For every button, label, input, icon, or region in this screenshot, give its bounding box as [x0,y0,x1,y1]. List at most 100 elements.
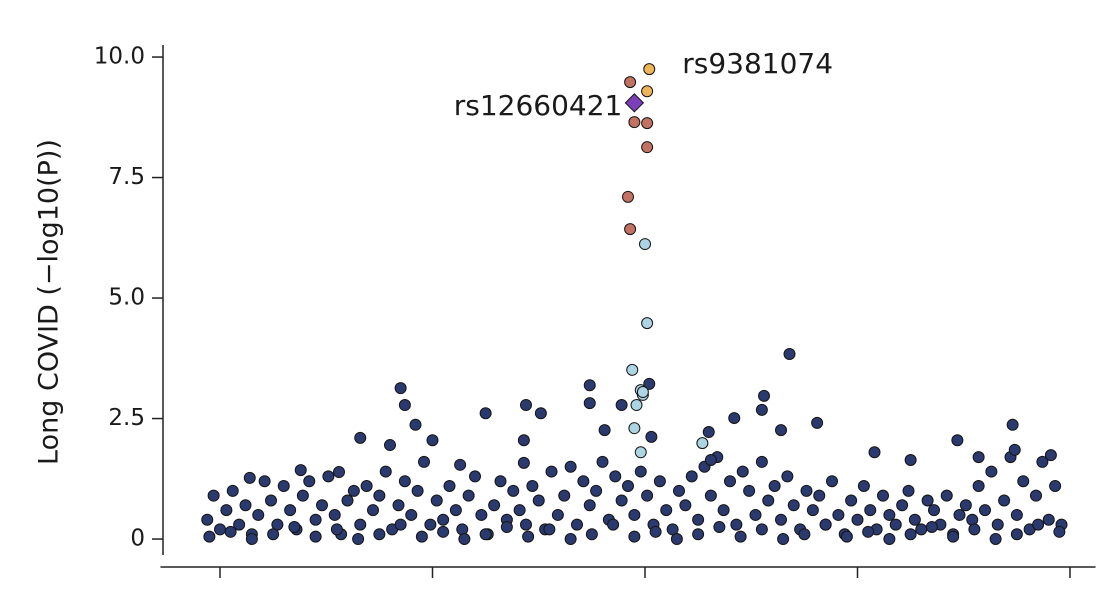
data-point [564,533,577,546]
data-point [328,508,341,521]
data-point [398,399,411,412]
data-point [609,470,622,483]
data-point [583,379,596,392]
data-point [1036,455,1049,468]
data-point [928,504,940,517]
data-point [868,446,881,459]
data-point [857,480,870,493]
data-point [851,513,864,526]
data-point [904,453,917,466]
data-point [864,504,877,517]
data-point [755,455,768,468]
data-point [813,489,826,502]
y-tick-label: 2.5 [108,405,145,431]
data-point [634,446,647,459]
data-point [517,434,530,447]
data-point [1006,418,1019,431]
data-point [639,238,651,251]
data-point [1053,525,1066,538]
data-point [409,418,422,431]
data-point [415,530,428,543]
data-point [590,484,603,497]
data-point [494,475,507,488]
data-point [411,484,424,497]
data-point [373,489,386,502]
data-point [634,465,647,478]
data-point [777,533,790,546]
data-point [360,480,373,493]
data-point [437,525,450,538]
data-point [636,386,649,399]
data-point [811,416,824,429]
data-point [571,518,583,531]
data-point [430,494,443,507]
data-point [940,489,953,502]
data-point [953,508,966,521]
data-point [762,494,775,507]
data-point [704,489,717,502]
data-point [998,494,1011,507]
data-point [288,520,301,533]
data-point [267,528,280,541]
data-point [787,499,800,512]
data-point [643,63,656,76]
data-point [265,494,277,507]
data-point [475,508,488,521]
data-point [458,533,471,546]
data-point [394,382,407,395]
data-point [862,525,875,538]
data-point [309,530,322,543]
data-point [551,508,564,521]
data-point [443,480,456,493]
data-point [449,504,462,517]
data-point [806,504,819,517]
data-point [488,499,501,512]
data-point [915,523,928,536]
data-point [367,504,379,517]
data-point [583,397,596,410]
data-point [405,508,418,521]
data-point [645,430,658,443]
data-point [585,528,598,541]
data-point [1044,449,1057,462]
data-point [1032,518,1045,531]
data-point [500,520,513,533]
data-point [384,439,396,452]
data-point [252,508,265,521]
data-point [543,523,556,536]
data-point [840,530,853,543]
data-point [883,533,896,546]
data-point [352,533,365,546]
data-point [966,513,979,526]
data-point [643,377,656,390]
data-point [207,489,220,502]
data-point [972,480,985,493]
data-point [832,508,845,521]
data-point [628,422,641,435]
data-point [660,504,673,517]
data-point [1049,480,1062,493]
y-axis-title: Long COVID (−log10(P)) [34,139,65,465]
data-point [373,528,386,541]
data-point [758,389,770,402]
data-point [713,520,726,533]
data-point [1010,528,1023,541]
data-point [330,523,343,536]
y-tick-label: 0 [130,526,145,552]
data-point [203,530,216,543]
data-point [959,499,972,512]
data-point [296,489,309,502]
data-point [641,489,654,502]
data-point [201,513,214,526]
data-point [696,437,709,450]
y-tick-label: 7.5 [108,164,145,190]
data-point [1008,443,1021,456]
data-point [673,484,685,497]
data-point [622,480,634,493]
data-point [728,412,741,425]
data-point [628,116,641,129]
data-point [775,424,787,437]
lead-variant-point [624,93,645,113]
data-point [214,523,226,536]
data-point [991,518,1004,531]
